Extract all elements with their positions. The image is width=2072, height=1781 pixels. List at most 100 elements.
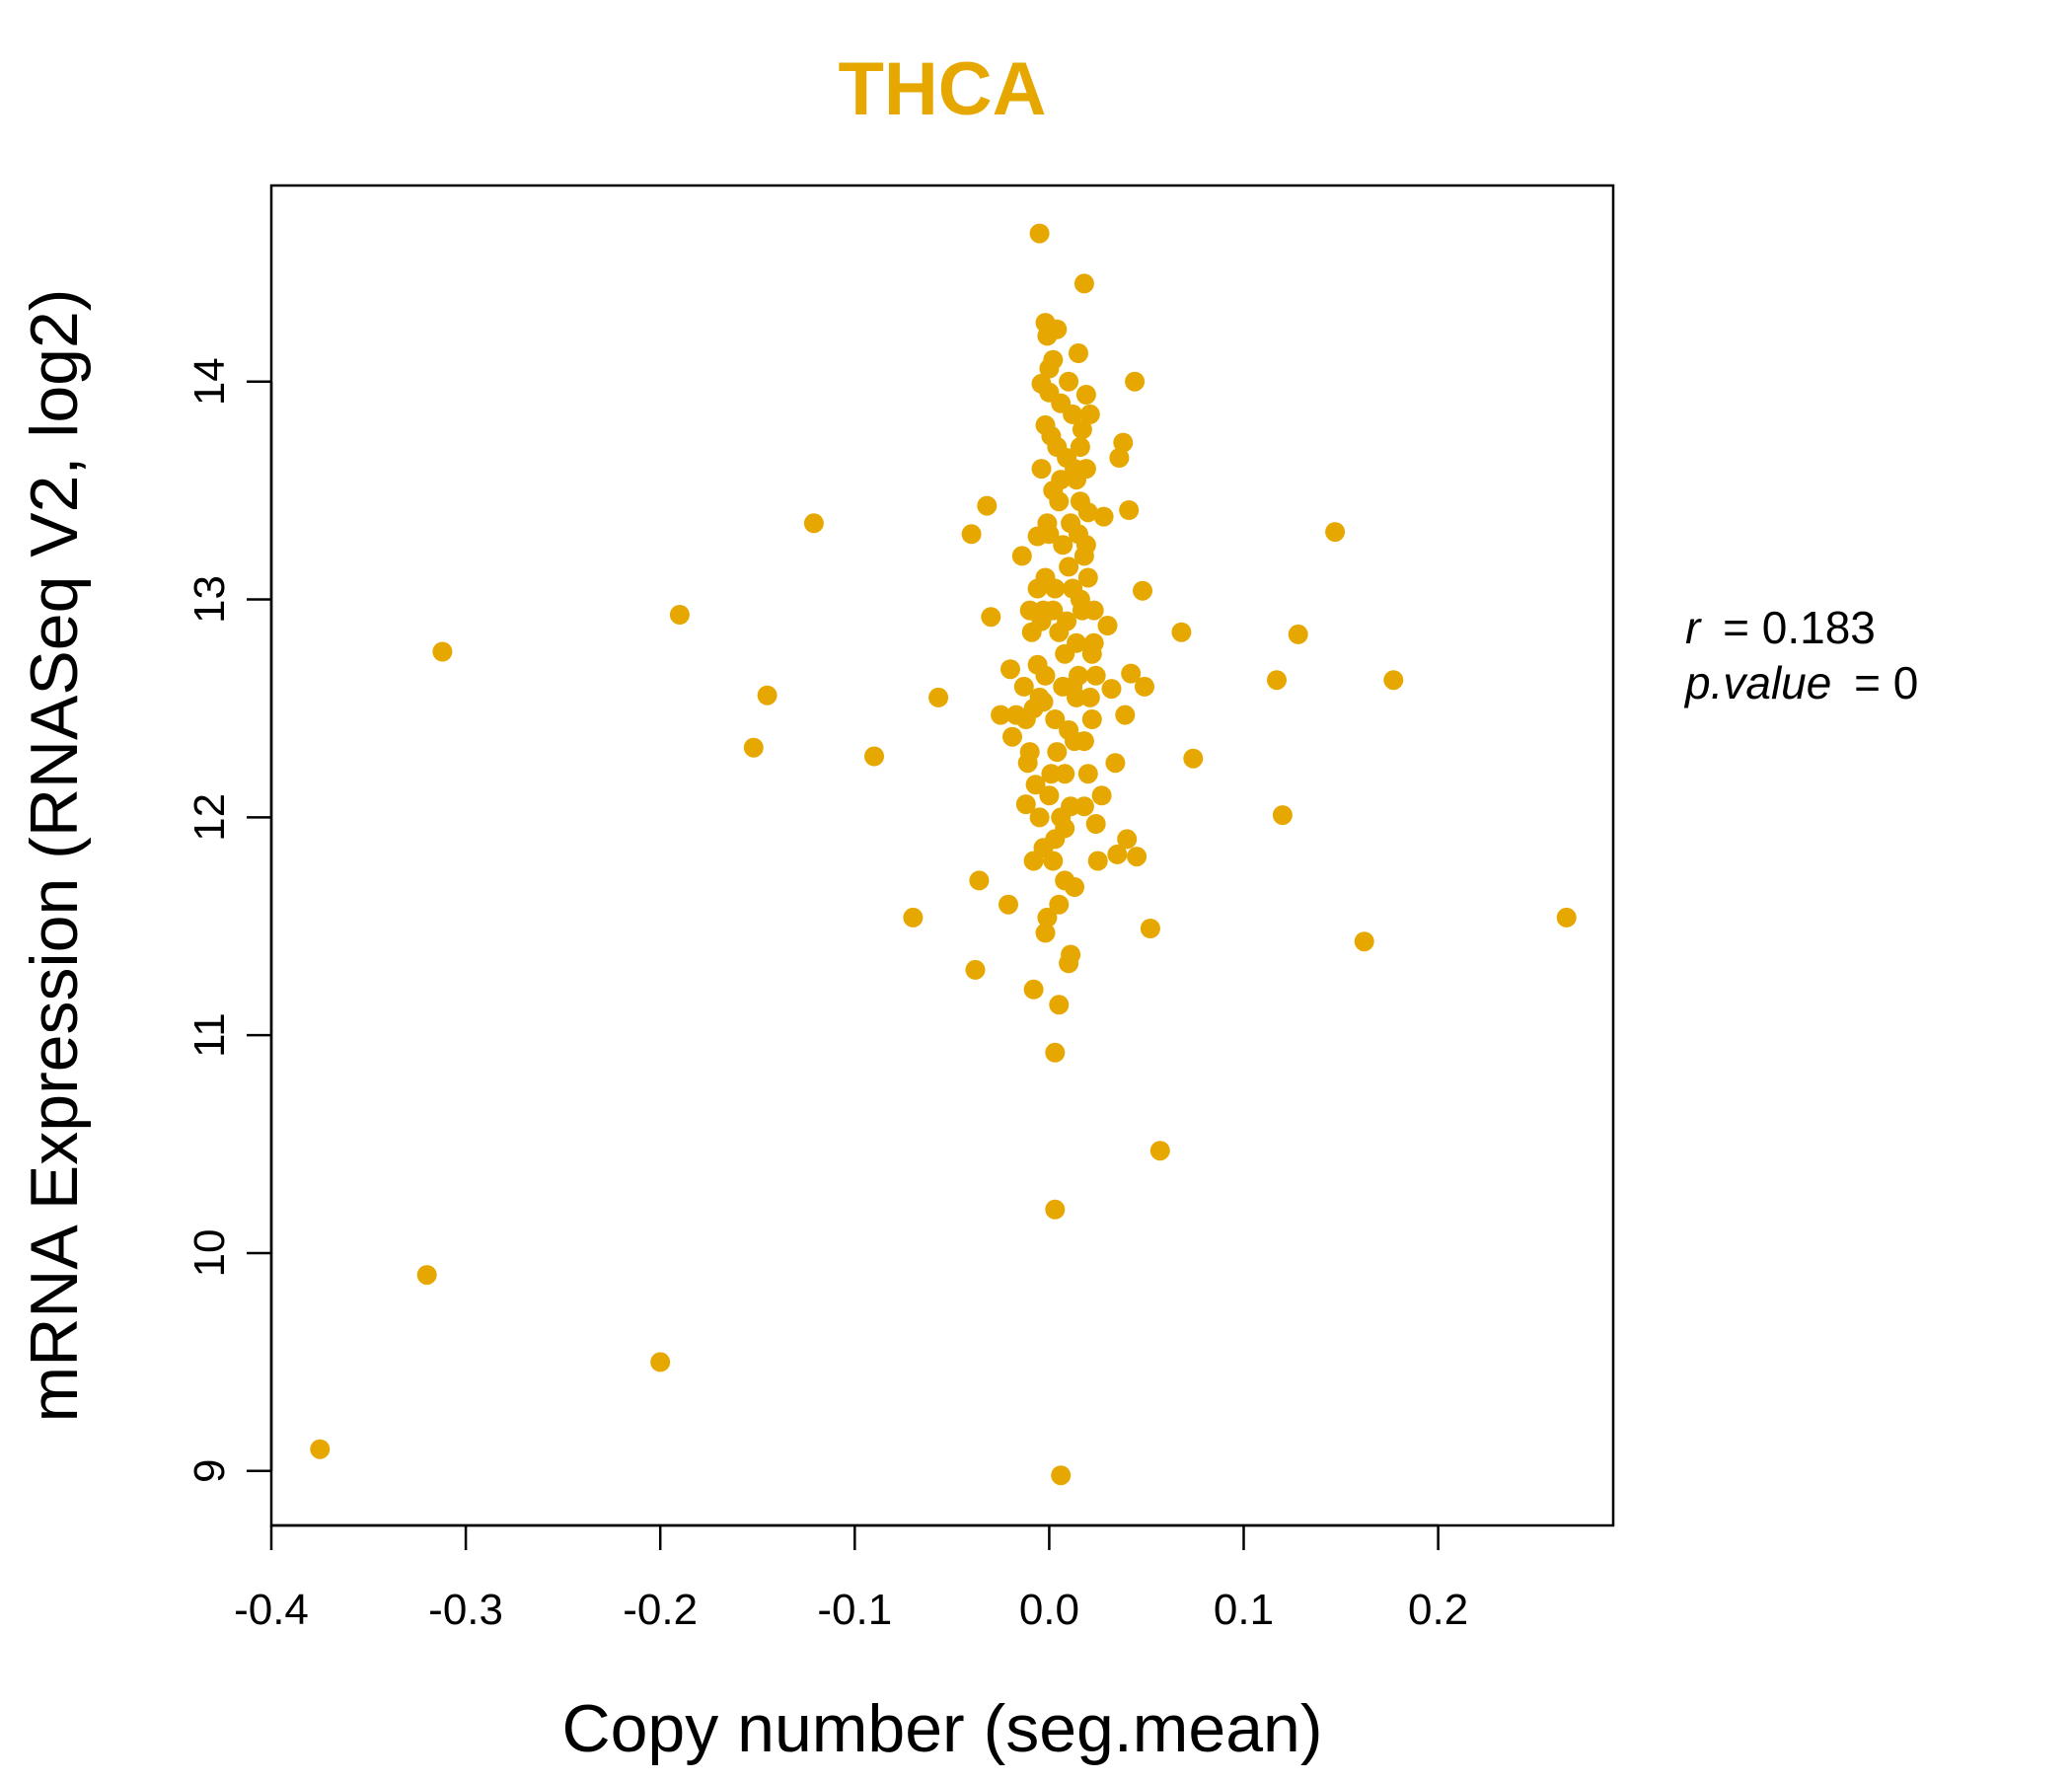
data-point	[1079, 404, 1100, 424]
data-point	[1073, 273, 1094, 294]
p-annotation: p.value = 0	[1683, 657, 1918, 708]
data-point	[1107, 844, 1128, 864]
data-point	[928, 687, 949, 707]
r-annotation: r = 0.183	[1685, 602, 1876, 653]
data-point	[1135, 676, 1154, 697]
data-point	[669, 605, 690, 625]
y-tick-label: 14	[185, 357, 234, 406]
x-tick-label: 0.2	[1408, 1586, 1468, 1634]
data-point	[961, 524, 982, 545]
data-point	[1035, 414, 1056, 435]
data-point	[1035, 923, 1056, 943]
data-point	[803, 513, 824, 534]
data-point	[1063, 578, 1083, 599]
x-tick-label: -0.1	[817, 1586, 892, 1634]
data-point	[1023, 979, 1044, 1000]
data-point	[1039, 382, 1060, 403]
data-point	[1045, 578, 1066, 599]
data-point	[864, 746, 884, 767]
data-point	[1087, 851, 1108, 871]
p-symbol: p.value	[1683, 657, 1831, 708]
data-point	[1037, 513, 1058, 534]
data-point	[1183, 748, 1204, 769]
data-point	[999, 894, 1018, 915]
x-tick-label: -0.2	[623, 1586, 698, 1634]
data-point	[1070, 491, 1090, 512]
data-point	[1021, 622, 1042, 642]
data-point	[310, 1439, 331, 1459]
data-point	[1053, 676, 1073, 697]
data-point	[650, 1352, 671, 1373]
x-axis: -0.4 -0.3 -0.2 -0.1 0.0 0.1 0.2	[234, 1523, 1468, 1634]
data-point	[1053, 535, 1073, 556]
data-point	[1057, 611, 1077, 631]
data-point	[1075, 385, 1096, 405]
data-point	[1288, 624, 1308, 644]
points-layer	[310, 223, 1577, 1486]
x-tick-label: -0.3	[428, 1586, 503, 1634]
data-point	[1093, 506, 1114, 527]
data-point	[1000, 659, 1020, 680]
data-point	[1069, 665, 1088, 686]
data-point	[1015, 794, 1036, 815]
data-point	[1055, 764, 1075, 784]
data-point	[1113, 432, 1134, 453]
p-value: = 0	[1854, 657, 1918, 708]
data-point	[1075, 459, 1096, 480]
data-point	[1085, 814, 1106, 834]
data-point	[1069, 524, 1088, 545]
data-point	[1045, 829, 1066, 850]
r-symbol: r	[1685, 602, 1702, 653]
data-point	[416, 1265, 437, 1286]
data-point	[743, 737, 764, 758]
data-point	[1105, 753, 1126, 774]
data-point	[1556, 907, 1577, 928]
x-tick-label: 0.0	[1019, 1586, 1079, 1634]
data-point	[1051, 470, 1072, 490]
x-tick-label: 0.1	[1214, 1586, 1274, 1634]
data-point	[1140, 919, 1160, 938]
data-point	[1061, 944, 1081, 965]
correlation-annotation: r = 0.183 p.value = 0	[1683, 602, 1918, 708]
data-point	[1067, 687, 1086, 707]
data-point	[1049, 491, 1070, 512]
data-point	[1051, 1465, 1072, 1486]
data-point	[1013, 676, 1034, 697]
data-point	[1325, 522, 1346, 543]
data-point	[969, 870, 990, 891]
data-point	[432, 641, 453, 662]
data-point	[1029, 687, 1050, 707]
data-point	[1065, 877, 1084, 897]
data-point	[1043, 349, 1064, 370]
x-axis-label: Copy number (seg.mean)	[561, 1691, 1322, 1766]
data-point	[1081, 643, 1102, 664]
y-axis-label: mRNA Expression (RNASeq V2, log2)	[17, 289, 92, 1423]
data-point	[1047, 742, 1068, 763]
data-point	[1077, 567, 1098, 588]
data-point	[1081, 709, 1102, 729]
data-point	[1149, 1141, 1170, 1161]
data-point	[1027, 578, 1048, 599]
plot-frame	[269, 184, 1615, 1527]
data-point	[977, 495, 998, 516]
y-tick-label: 13	[185, 575, 234, 624]
data-point	[1101, 679, 1122, 700]
x-tick-label: -0.4	[234, 1586, 309, 1634]
data-point	[1045, 709, 1066, 729]
data-point	[1039, 785, 1060, 806]
data-point	[1069, 343, 1088, 363]
chart-title: THCA	[838, 47, 1046, 131]
y-tick-label: 11	[185, 1012, 234, 1058]
data-point	[903, 907, 924, 928]
data-point	[1049, 894, 1070, 915]
data-point	[1115, 705, 1136, 725]
r-value: = 0.183	[1723, 602, 1876, 653]
data-point	[1073, 796, 1094, 817]
data-point	[1035, 665, 1056, 686]
data-point	[1015, 709, 1036, 729]
data-point	[1085, 665, 1106, 686]
data-point	[1059, 557, 1079, 577]
data-point	[1354, 931, 1374, 952]
